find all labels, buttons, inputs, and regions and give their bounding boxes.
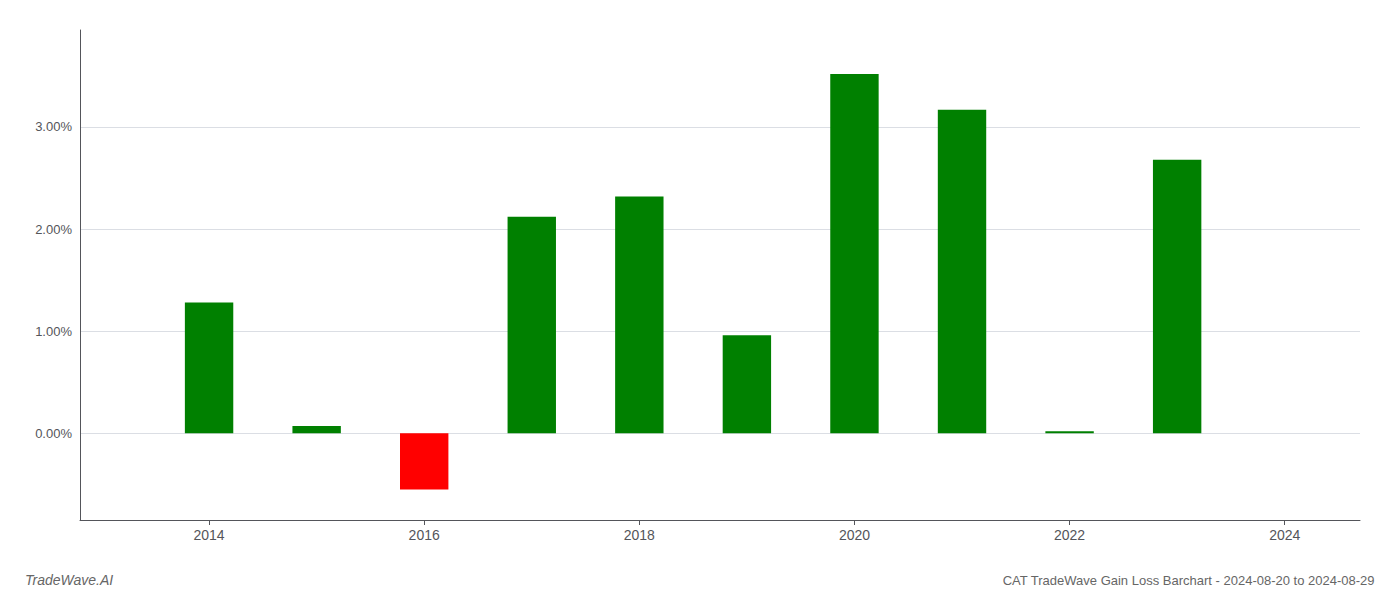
svg-text:2.00%: 2.00% <box>35 222 72 237</box>
svg-text:2014: 2014 <box>193 527 224 543</box>
svg-text:0.00%: 0.00% <box>35 426 72 441</box>
svg-text:1.00%: 1.00% <box>35 324 72 339</box>
svg-text:CAT TradeWave Gain Loss Barcha: CAT TradeWave Gain Loss Barchart - 2024-… <box>1003 573 1375 588</box>
svg-text:TradeWave.AI: TradeWave.AI <box>25 572 113 588</box>
svg-text:2022: 2022 <box>1054 527 1085 543</box>
svg-text:2016: 2016 <box>409 527 440 543</box>
svg-text:2018: 2018 <box>624 527 655 543</box>
svg-text:2024: 2024 <box>1269 527 1300 543</box>
svg-text:2020: 2020 <box>839 527 870 543</box>
svg-text:3.00%: 3.00% <box>35 119 72 134</box>
